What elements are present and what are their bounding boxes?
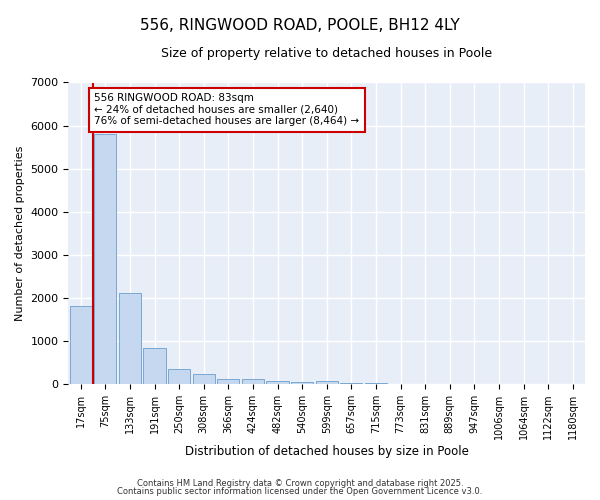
Bar bbox=[94, 134, 116, 384]
Bar bbox=[70, 306, 92, 384]
Text: 556, RINGWOOD ROAD, POOLE, BH12 4LY: 556, RINGWOOD ROAD, POOLE, BH12 4LY bbox=[140, 18, 460, 32]
Title: Size of property relative to detached houses in Poole: Size of property relative to detached ho… bbox=[161, 48, 492, 60]
Bar bbox=[340, 383, 362, 384]
Text: Contains public sector information licensed under the Open Government Licence v3: Contains public sector information licen… bbox=[118, 487, 482, 496]
Bar bbox=[291, 382, 313, 384]
Bar bbox=[242, 379, 264, 384]
Bar bbox=[217, 379, 239, 384]
Bar bbox=[316, 381, 338, 384]
Bar bbox=[193, 374, 215, 384]
X-axis label: Distribution of detached houses by size in Poole: Distribution of detached houses by size … bbox=[185, 444, 469, 458]
Bar bbox=[143, 348, 166, 384]
Text: Contains HM Land Registry data © Crown copyright and database right 2025.: Contains HM Land Registry data © Crown c… bbox=[137, 478, 463, 488]
Bar bbox=[119, 294, 141, 384]
Y-axis label: Number of detached properties: Number of detached properties bbox=[15, 146, 25, 321]
Bar bbox=[365, 383, 387, 384]
Text: 556 RINGWOOD ROAD: 83sqm
← 24% of detached houses are smaller (2,640)
76% of sem: 556 RINGWOOD ROAD: 83sqm ← 24% of detach… bbox=[94, 94, 359, 126]
Bar bbox=[266, 381, 289, 384]
Bar bbox=[168, 368, 190, 384]
